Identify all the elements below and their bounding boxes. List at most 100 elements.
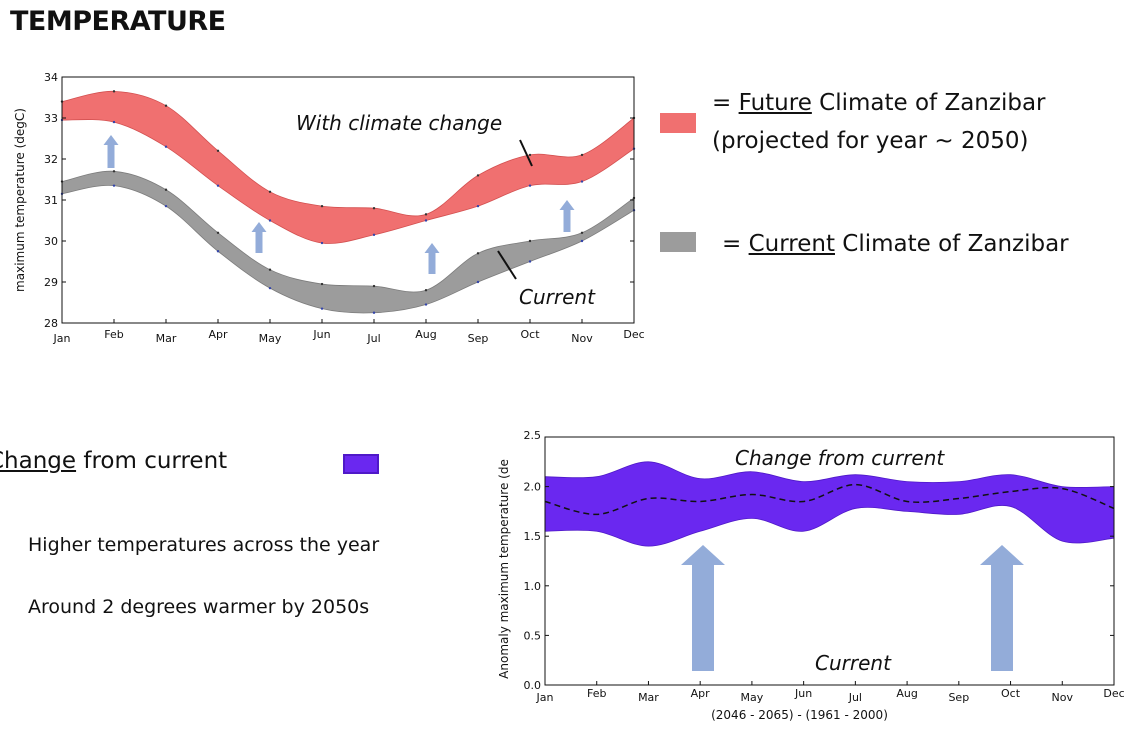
data-point <box>476 280 480 284</box>
current-vs-future-temperature-chart: 28 29 30 31 32 33 34 Jan Feb Mar Apr May Jun Jul Aug Se… <box>13 71 645 345</box>
up-arrow <box>980 545 1024 671</box>
x-tick-label: Aug <box>415 328 436 341</box>
y-tick-label: 2.0 <box>524 481 542 494</box>
y-tick-label: 0.0 <box>524 679 542 692</box>
data-point <box>112 170 116 173</box>
y-axis-label: maximum temperature (degC) <box>13 108 27 292</box>
annotation-current: Current <box>519 285 596 309</box>
data-point <box>320 241 324 245</box>
change-legend-swatch <box>343 454 379 474</box>
y-tick-label: 0.5 <box>524 629 542 642</box>
data-point <box>268 190 272 193</box>
data-point <box>216 250 220 253</box>
x-tick-label: Dec <box>623 328 644 341</box>
y-tick-label: 30 <box>44 235 58 248</box>
x-tick-label: Feb <box>587 687 606 700</box>
temperature-anomaly-chart: 0.0 0.5 1.0 1.5 2.0 2.5 Jan Feb Mar Apr May Jun Jul A… <box>497 429 1125 722</box>
x-tick-label: Jan <box>53 332 71 345</box>
data-point <box>424 289 428 292</box>
x-tick-label: Jun <box>312 328 330 341</box>
data-point <box>112 90 116 93</box>
data-point <box>424 213 428 216</box>
annotation-pointer <box>497 250 517 280</box>
data-point <box>268 268 272 271</box>
data-point <box>476 204 480 208</box>
x-tick-label: Sep <box>948 691 969 704</box>
x-tick-label: Dec <box>1103 687 1124 700</box>
y-tick-label: 32 <box>44 153 58 166</box>
x-tick-label: Apr <box>691 687 711 700</box>
data-point <box>164 104 168 107</box>
band-change-from-current <box>545 461 1114 547</box>
data-point <box>580 231 584 234</box>
x-tick-label: Sep <box>468 332 489 345</box>
x-tick-label: Mar <box>638 691 659 704</box>
current-legend-swatch <box>660 232 696 252</box>
data-point <box>216 184 220 187</box>
up-arrow <box>559 200 575 232</box>
annotation-with-climate-change: With climate change <box>296 111 502 135</box>
data-point <box>528 260 532 263</box>
x-axis-label: (2046 - 2065) - (1961 - 2000) <box>711 708 888 722</box>
annotation-current: Current <box>815 651 892 675</box>
future-legend-subtitle: (projected for year ~ 2050) <box>712 128 1029 154</box>
x-tick-label: Jun <box>794 687 812 700</box>
x-tick-label: Nov <box>571 332 593 345</box>
data-point <box>320 282 324 286</box>
future-legend-swatch <box>660 113 696 133</box>
upper-edge-change <box>544 461 1115 488</box>
data-point <box>164 204 168 208</box>
data-point <box>320 307 324 310</box>
current-legend-label: = Current Climate of Zanzibar <box>722 231 1069 257</box>
data-point <box>320 204 324 208</box>
data-point <box>476 252 480 255</box>
x-tick-label: Aug <box>896 687 917 700</box>
data-point <box>112 184 116 187</box>
y-tick-label: 28 <box>44 317 58 330</box>
annotation-pointer <box>519 139 533 167</box>
band-current <box>62 171 634 313</box>
data-point <box>216 231 220 234</box>
data-point <box>216 149 220 152</box>
up-arrow <box>103 135 119 168</box>
lower-edge-change <box>544 505 1115 547</box>
y-tick-label: 33 <box>44 112 58 125</box>
page-title: TEMPERATURE <box>10 6 226 37</box>
up-arrow <box>424 243 440 274</box>
x-tick-label: Jan <box>536 691 554 704</box>
data-point <box>372 284 376 288</box>
lower-edge-current <box>61 184 635 314</box>
future-legend-label: = Future Climate of Zanzibar <box>712 90 1046 116</box>
note-two-degrees-warmer: Around 2 degrees warmer by 2050s <box>28 596 370 618</box>
y-tick-label: 31 <box>44 194 58 207</box>
lower-edge-future <box>61 119 635 244</box>
x-tick-label: May <box>259 332 282 345</box>
annotation-change-from-current: Change from current <box>735 446 945 470</box>
data-point <box>424 303 428 306</box>
band-future <box>62 91 634 244</box>
data-point <box>164 145 168 148</box>
data-point <box>476 174 480 177</box>
data-point <box>164 188 168 191</box>
x-tick-label: Oct <box>1001 687 1021 700</box>
data-point <box>372 311 376 314</box>
plot-frame <box>544 436 1115 686</box>
data-point <box>268 219 272 222</box>
x-tick-label: Apr <box>208 328 228 341</box>
mean-change-line <box>544 483 1115 516</box>
y-tick-label: 34 <box>44 71 58 84</box>
data-point <box>112 120 116 124</box>
x-tick-label: May <box>741 691 764 704</box>
data-point <box>580 153 584 157</box>
y-tick-label: 1.0 <box>524 580 542 593</box>
up-arrow <box>251 222 267 253</box>
data-point <box>528 239 532 243</box>
data-point <box>372 233 376 237</box>
x-tick-label: Feb <box>104 328 123 341</box>
x-tick-label: Jul <box>366 332 380 345</box>
x-tick-label: Oct <box>520 328 540 341</box>
data-point <box>268 286 272 290</box>
y-axis-label: Anomaly maximum temperature (de <box>497 459 511 679</box>
data-point <box>580 180 584 183</box>
y-tick-label: 2.5 <box>524 429 542 442</box>
